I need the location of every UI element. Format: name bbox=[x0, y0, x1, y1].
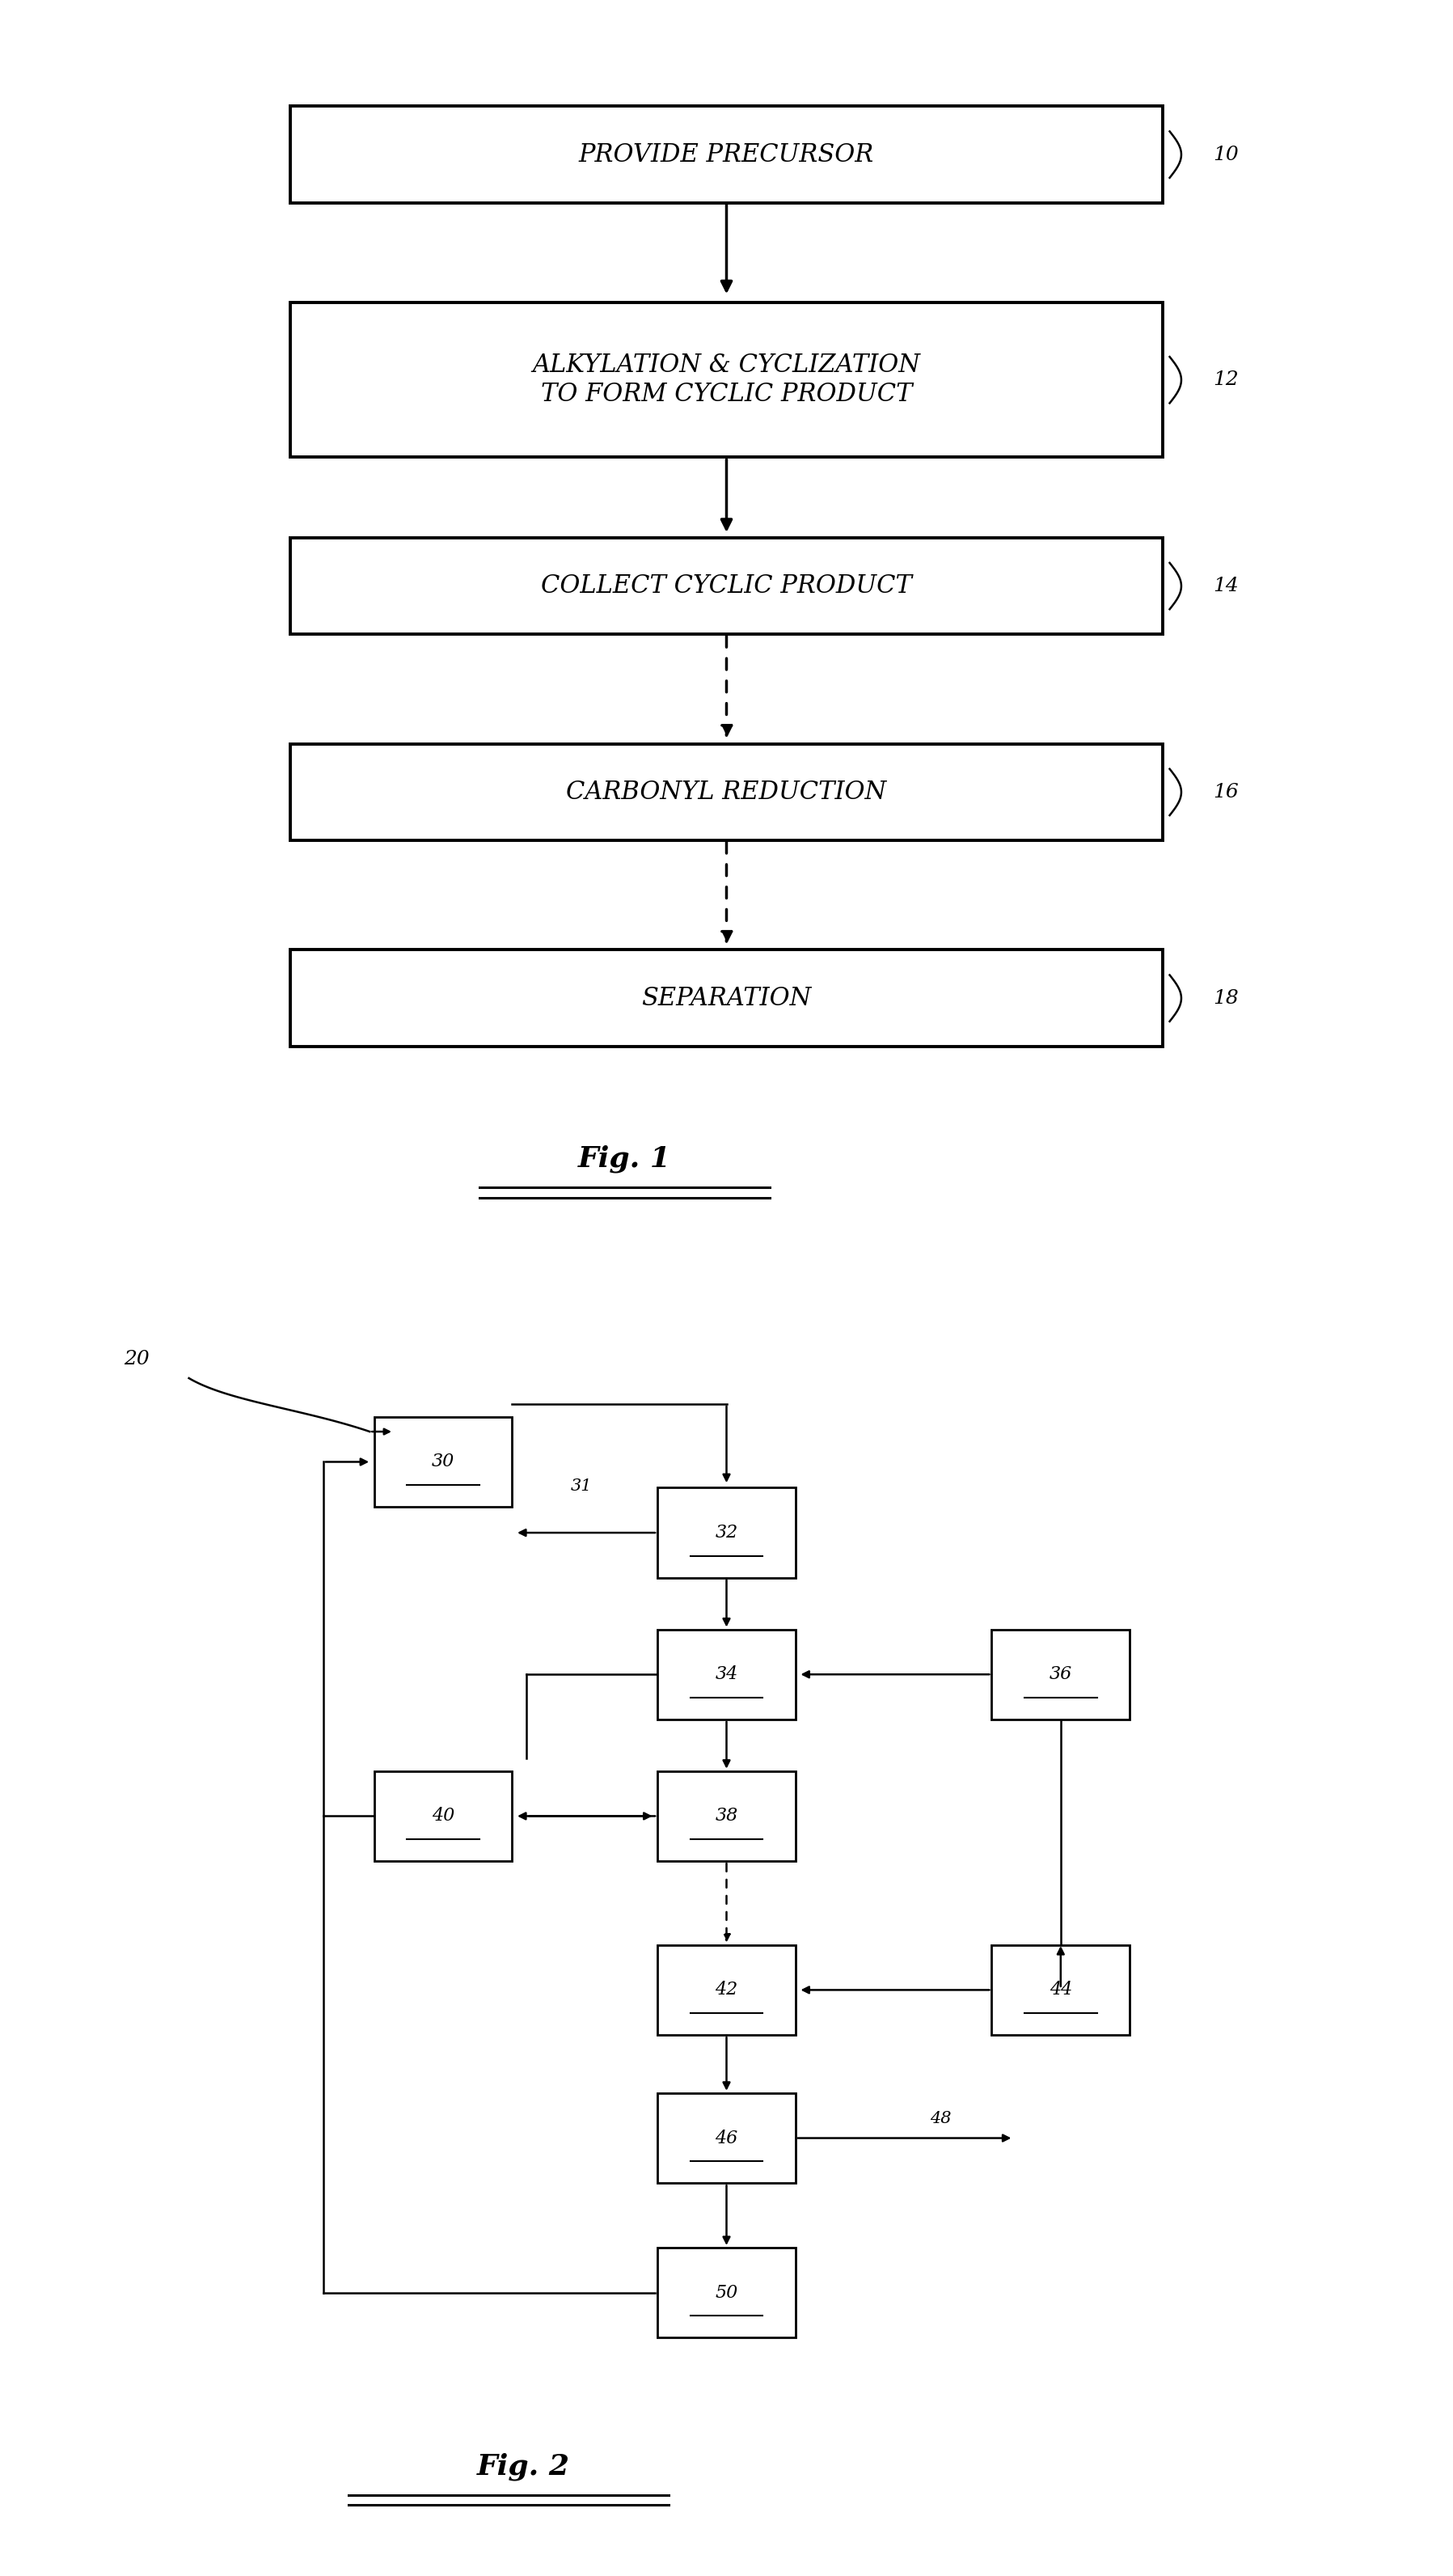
Text: 38: 38 bbox=[715, 1808, 738, 1824]
Text: CARBONYL REDUCTION: CARBONYL REDUCTION bbox=[567, 781, 886, 804]
Bar bbox=[657, 1489, 796, 1577]
Text: 16: 16 bbox=[1213, 783, 1239, 801]
Text: 48: 48 bbox=[930, 2112, 952, 2125]
Text: 20: 20 bbox=[124, 1350, 150, 1368]
Bar bbox=[375, 1417, 513, 1507]
Bar bbox=[291, 538, 1162, 634]
Text: Fig. 1: Fig. 1 bbox=[578, 1146, 671, 1172]
Bar bbox=[992, 1945, 1130, 2035]
Text: Fig. 2: Fig. 2 bbox=[477, 2452, 570, 2481]
Text: COLLECT CYCLIC PRODUCT: COLLECT CYCLIC PRODUCT bbox=[541, 574, 912, 598]
Bar bbox=[657, 1772, 796, 1860]
Bar bbox=[291, 301, 1162, 456]
Text: PROVIDE PRECURSOR: PROVIDE PRECURSOR bbox=[578, 142, 875, 167]
Text: 30: 30 bbox=[432, 1453, 455, 1471]
Text: 44: 44 bbox=[1049, 1981, 1072, 1999]
Bar bbox=[657, 2092, 796, 2182]
Text: 18: 18 bbox=[1213, 989, 1239, 1007]
Bar bbox=[291, 106, 1162, 204]
Bar bbox=[657, 2246, 796, 2339]
Text: 34: 34 bbox=[715, 1667, 738, 1682]
Text: 40: 40 bbox=[432, 1808, 455, 1824]
Text: 32: 32 bbox=[715, 1525, 738, 1540]
Bar bbox=[992, 1631, 1130, 1721]
Text: 36: 36 bbox=[1049, 1667, 1072, 1682]
Bar bbox=[657, 1945, 796, 2035]
Bar bbox=[375, 1772, 513, 1860]
Bar bbox=[657, 1631, 796, 1721]
Bar bbox=[291, 951, 1162, 1046]
Text: 31: 31 bbox=[571, 1479, 591, 1494]
Text: ALKYLATION & CYCLIZATION
TO FORM CYCLIC PRODUCT: ALKYLATION & CYCLIZATION TO FORM CYCLIC … bbox=[532, 353, 921, 407]
Text: SEPARATION: SEPARATION bbox=[641, 987, 812, 1010]
Text: 14: 14 bbox=[1213, 577, 1239, 595]
Text: 10: 10 bbox=[1213, 144, 1239, 165]
Text: 46: 46 bbox=[715, 2130, 738, 2146]
Text: 12: 12 bbox=[1213, 371, 1239, 389]
Text: 50: 50 bbox=[715, 2285, 738, 2300]
Bar bbox=[291, 744, 1162, 840]
Text: 42: 42 bbox=[715, 1981, 738, 1999]
